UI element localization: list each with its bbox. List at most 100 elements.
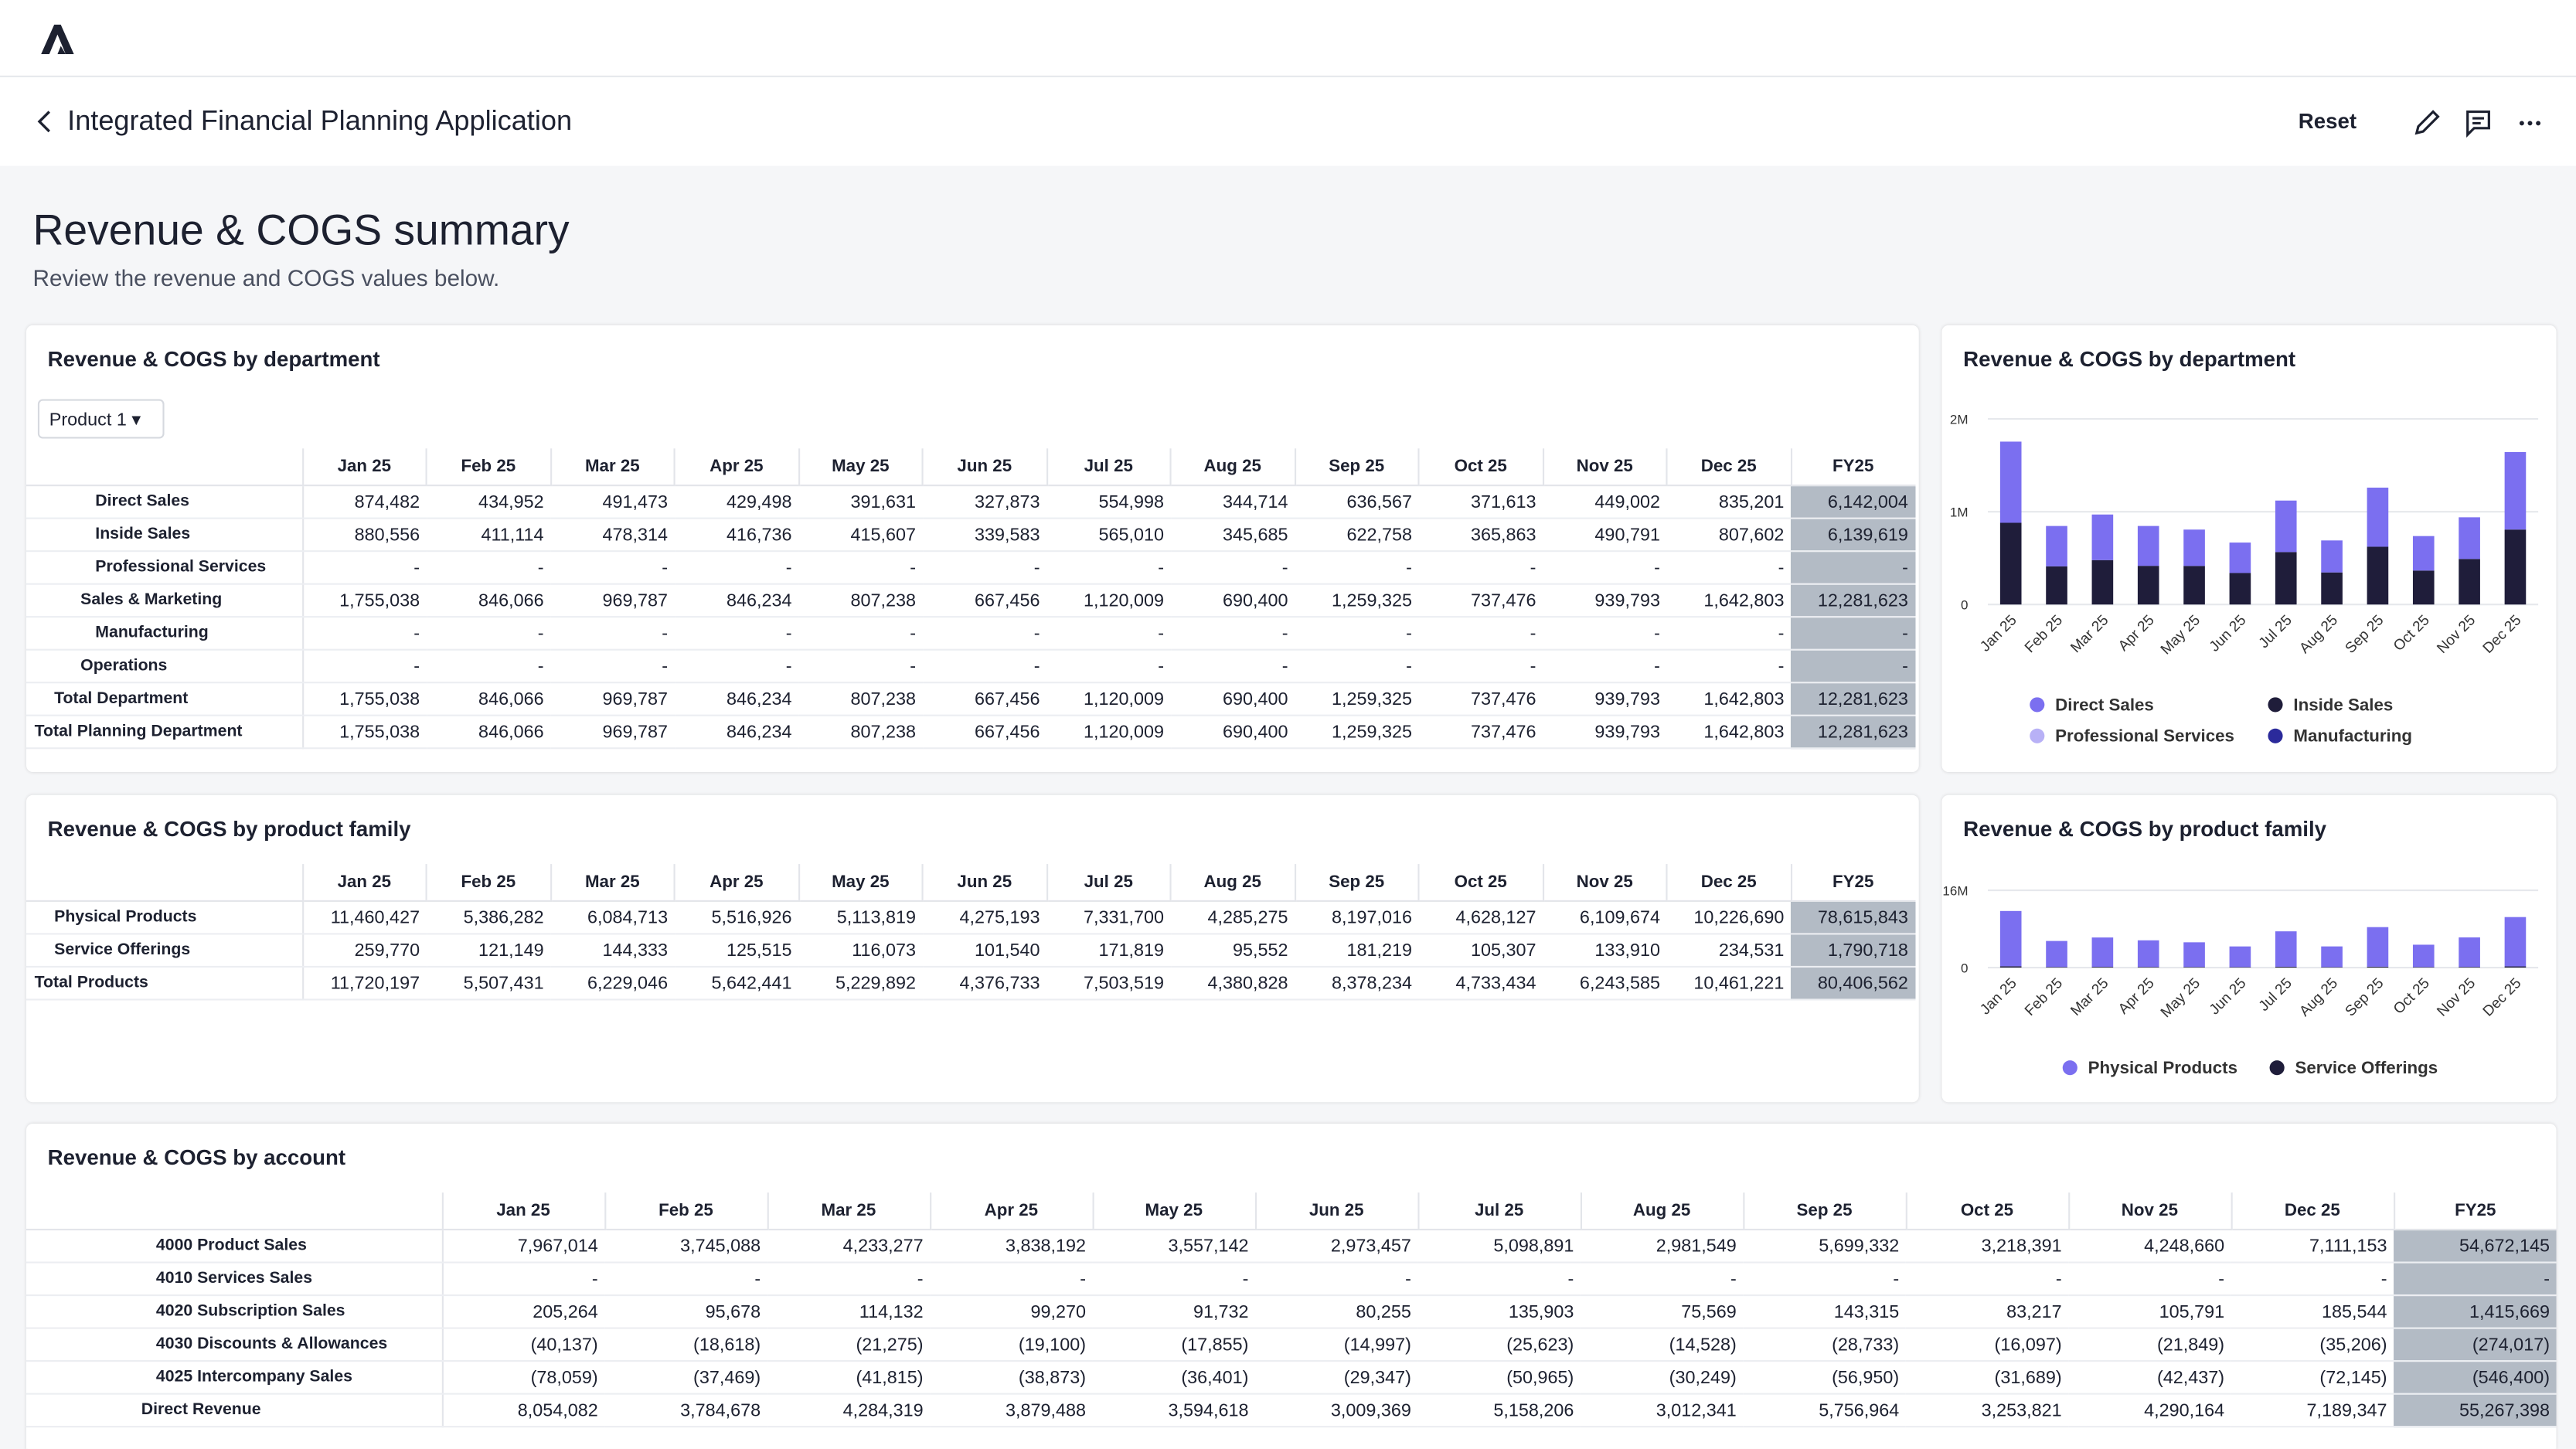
row-label: Operations: [26, 649, 304, 684]
logo[interactable]: [38, 22, 77, 55]
column-header: Jul 25: [1045, 448, 1171, 487]
column-header: May 25: [798, 448, 923, 487]
cell: 846,234: [674, 583, 799, 618]
filter-value[interactable]: Product 1: [49, 410, 127, 430]
cell: -: [1666, 649, 1791, 684]
cell: 105,307: [1418, 934, 1543, 968]
bar-segment: [2046, 526, 2067, 566]
cell: (37,469): [604, 1361, 767, 1395]
page-title: Revenue & COGS summary: [32, 205, 570, 255]
cell: -: [550, 551, 675, 585]
bar-segment: [2321, 540, 2343, 573]
cell: 125,515: [674, 934, 799, 968]
bar-segment: [2229, 573, 2251, 605]
column-header: Dec 25: [2230, 1192, 2394, 1231]
column-header: Jul 25: [1045, 864, 1171, 902]
cell: (546,400): [2394, 1361, 2557, 1395]
cell: 7,967,014: [441, 1230, 605, 1264]
cell: -: [550, 649, 675, 684]
cell: -: [1418, 551, 1543, 585]
row-label: Direct Revenue: [26, 1393, 443, 1428]
legend-label: Service Offerings: [2295, 1058, 2438, 1077]
bar-segment: [1999, 522, 2022, 605]
column-header: Jun 25: [921, 864, 1047, 902]
x-tick-label: Nov 25: [2434, 612, 2479, 657]
cell: 4,284,319: [767, 1393, 931, 1428]
column-header: Apr 25: [929, 1192, 1093, 1231]
column-header: May 25: [798, 864, 923, 902]
cell: 807,602: [1666, 518, 1791, 553]
cell: 11,460,427: [302, 900, 427, 935]
back-button[interactable]: [35, 108, 55, 134]
cell: 6,243,585: [1542, 965, 1667, 1001]
row-label: 4020 Subscription Sales: [26, 1295, 443, 1329]
cell: -: [1254, 1262, 1418, 1297]
card-title: Revenue & COGS by account: [47, 1145, 346, 1170]
table-row: Total Planning Department 1,755,038 846,06…: [26, 714, 1915, 750]
cell: 6,142,004: [1790, 485, 1915, 519]
row-label: Sales & Marketing: [26, 583, 304, 618]
toolbar-icons[interactable]: [2411, 107, 2543, 140]
cell: 133,910: [1542, 934, 1667, 968]
cell: 2,981,549: [1580, 1230, 1744, 1264]
cell: (25,623): [1417, 1328, 1581, 1362]
cell: (50,965): [1417, 1361, 1581, 1395]
bar-segment: [2091, 967, 2114, 968]
cell: (40,137): [441, 1328, 605, 1362]
row-label: Total Products: [26, 965, 304, 1001]
cell: 554,998: [1046, 485, 1171, 519]
column-header: Oct 25: [1417, 864, 1543, 902]
table-row: 4030 Discounts & Allowances (40,137) (18,6…: [26, 1328, 2557, 1362]
cell: 3,838,192: [930, 1230, 1093, 1264]
header-row: Jan 25 Feb 25 Mar 25 Apr 25 May 25 Jun 25 Jul …: [26, 864, 1915, 902]
cell: -: [1666, 551, 1791, 585]
cell: -: [1170, 649, 1295, 684]
cell: 143,315: [1743, 1295, 1906, 1329]
y-tick-label: 16M: [1942, 883, 1968, 898]
x-tick-label: Aug 25: [2296, 975, 2341, 1020]
row-label: Total Department: [26, 682, 304, 716]
table-card: Revenue & COGS by product family Jan 25 Fe…: [26, 794, 1919, 1103]
header: Integrated Financial Planning Applicatio…: [0, 0, 2576, 166]
cell: 6,229,046: [550, 965, 675, 1001]
cell: 3,218,391: [1905, 1230, 2069, 1264]
cell: -: [1417, 1262, 1581, 1297]
y-tick-label: 0: [1961, 598, 1968, 613]
column-header: Mar 25: [550, 864, 675, 902]
filter-dropdown[interactable]: Product 1 ▾: [37, 399, 165, 439]
cell: 4,733,434: [1418, 965, 1543, 1001]
cell: 365,863: [1418, 518, 1543, 553]
column-header: Aug 25: [1579, 1192, 1744, 1231]
cell: 1,755,038: [302, 583, 427, 618]
cell: 667,456: [922, 682, 1047, 716]
cell: 1,415,669: [2394, 1295, 2557, 1329]
cell: 391,631: [798, 485, 923, 519]
x-tick-label: Jul 25: [2256, 612, 2295, 651]
cell: 1,120,009: [1046, 714, 1171, 750]
x-tick-label: Apr 25: [2115, 612, 2158, 655]
bar-segment: [2459, 937, 2480, 968]
cell: -: [2231, 1262, 2394, 1297]
cell: 1,120,009: [1046, 583, 1171, 618]
column-header: Sep 25: [1293, 864, 1419, 902]
cell: 371,613: [1418, 485, 1543, 519]
cell: (72,145): [2231, 1361, 2394, 1395]
cell: -: [441, 1262, 605, 1297]
cell: 478,314: [550, 518, 675, 553]
bar-segment: [2504, 451, 2527, 530]
cell: 144,333: [550, 934, 675, 968]
cell: 5,386,282: [426, 900, 551, 935]
header-cell: [26, 448, 303, 487]
cell: (16,097): [1905, 1328, 2069, 1362]
cell: 3,009,369: [1254, 1393, 1418, 1428]
table-row: Manufacturing - - - - - - - - - - - - -: [26, 617, 1915, 651]
x-tick-label: Mar 25: [2067, 975, 2112, 1019]
cell: 5,642,441: [674, 965, 799, 1001]
reset-button[interactable]: Reset: [2298, 108, 2357, 134]
cell: 1,642,803: [1666, 583, 1791, 618]
cell: -: [1295, 649, 1419, 684]
bar-segment: [2412, 967, 2435, 968]
cell: 4,285,275: [1170, 900, 1295, 935]
cell: 807,238: [798, 682, 923, 716]
cell: 234,531: [1666, 934, 1791, 968]
